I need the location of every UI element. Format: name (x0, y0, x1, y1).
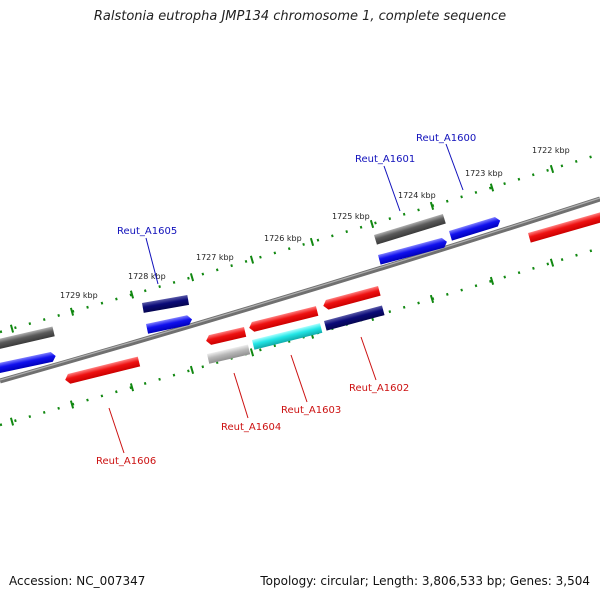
major-tick (489, 183, 495, 192)
map-title: Ralstonia eutropha JMP134 chromosome 1, … (93, 9, 507, 24)
gene-feature[interactable] (378, 237, 448, 265)
major-tick (369, 219, 375, 229)
major-tick (549, 164, 555, 174)
major-tick (129, 383, 135, 392)
major-tick (249, 348, 255, 357)
major-tick (69, 307, 75, 316)
major-tick (249, 255, 255, 264)
gene-feature[interactable] (0, 351, 57, 374)
gene-feature[interactable] (207, 344, 251, 364)
label-leader-line (108, 407, 125, 454)
gene-feature[interactable] (64, 356, 141, 385)
major-tick (9, 417, 15, 426)
gene-feature[interactable] (322, 285, 381, 311)
kbp-label: 1729 kbp (60, 291, 98, 300)
label-leader-line (360, 336, 377, 381)
label-leader-line (383, 165, 401, 212)
gene-feature[interactable] (324, 305, 385, 331)
gene-feature[interactable] (374, 213, 446, 245)
gene-feature[interactable] (248, 306, 319, 333)
major-tick (9, 324, 15, 333)
gene-feature[interactable] (0, 326, 55, 350)
major-ticks (9, 164, 555, 426)
gene-label[interactable]: Reut_A1601 (355, 154, 415, 165)
kbp-label: 1726 kbp (264, 234, 302, 243)
gene-feature[interactable] (252, 323, 323, 350)
major-tick (189, 365, 195, 375)
label-leader-line (145, 237, 159, 285)
gene-label[interactable]: Reut_A1600 (416, 133, 476, 144)
kbp-label: 1723 kbp (465, 169, 503, 178)
kbp-label: 1722 kbp (532, 146, 570, 155)
gene-label[interactable]: Reut_A1606 (96, 456, 156, 467)
label-leader-line (233, 372, 249, 419)
kbp-label: 1724 kbp (398, 191, 436, 200)
kbp-label: 1725 kbp (332, 212, 370, 221)
major-tick (489, 276, 495, 286)
gene-feature[interactable] (449, 216, 502, 241)
gene-feature[interactable] (528, 210, 600, 243)
upper-tick-track (0, 152, 600, 334)
gene-label[interactable]: Reut_A1604 (221, 422, 281, 433)
major-tick (189, 273, 195, 282)
chromosome-backbone-highlight (0, 197, 600, 381)
gene-label[interactable]: Reut_A1602 (349, 383, 409, 394)
gene-feature[interactable] (146, 314, 193, 334)
major-tick (69, 400, 75, 409)
gene-feature[interactable] (142, 295, 190, 313)
major-tick (429, 201, 435, 210)
kbp-label: 1728 kbp (128, 272, 166, 281)
major-tick (129, 290, 135, 299)
topology-text: Topology: circular; Length: 3,806,533 bp… (260, 574, 590, 588)
label-leader-line (445, 143, 464, 191)
label-leader-line (290, 354, 308, 403)
chromosome-backbone (0, 196, 600, 384)
gene-label[interactable]: Reut_A1605 (117, 226, 177, 237)
kbp-label: 1727 kbp (196, 253, 234, 262)
major-tick (549, 258, 555, 267)
major-tick (309, 237, 315, 247)
accession-text: Accession: NC_007347 (9, 574, 146, 588)
major-tick (429, 294, 435, 304)
gene-feature[interactable] (205, 327, 247, 346)
gene-label[interactable]: Reut_A1603 (281, 405, 341, 416)
